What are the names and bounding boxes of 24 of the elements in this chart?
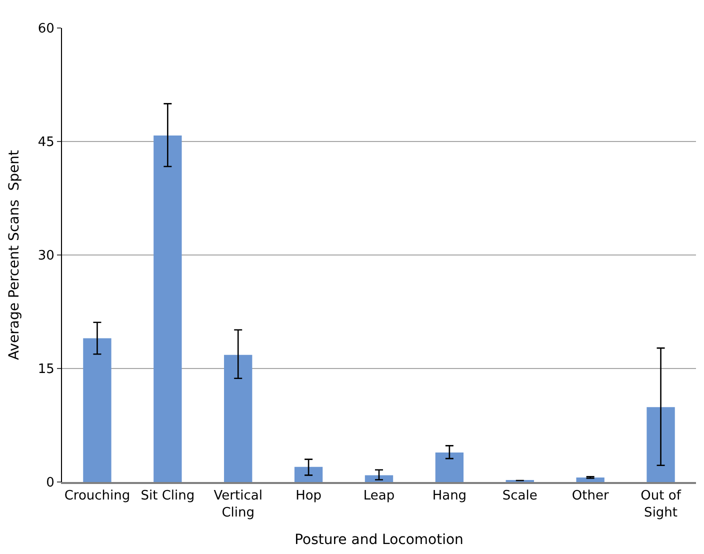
x-tick-label: Out of Sight: [640, 488, 682, 520]
x-tick-label: Hop: [296, 488, 322, 504]
x-tick-label: Leap: [363, 488, 395, 504]
bar: [294, 466, 323, 482]
y-tick-label: 0: [46, 476, 54, 491]
x-tick-label: Other: [572, 488, 610, 504]
bar: [224, 354, 252, 482]
y-axis-title: Average Percent Scans Spent: [6, 149, 22, 360]
x-tick-label: Crouching: [64, 488, 130, 504]
x-tick-label: Sit Cling: [140, 488, 195, 504]
y-tick-label: 45: [38, 135, 54, 150]
bar: [646, 407, 675, 482]
bar: [364, 475, 394, 482]
x-tick-label: Vertical Cling: [214, 488, 262, 520]
x-tick-label: Scale: [502, 488, 538, 504]
bar: [154, 135, 182, 482]
x-tick-label: Hang: [432, 488, 467, 504]
bar: [435, 452, 464, 482]
y-tick-label: 15: [38, 362, 54, 378]
y-tick-label: 60: [38, 22, 54, 37]
bar: [576, 477, 604, 482]
x-axis-title: Posture and Locomotion: [294, 532, 464, 548]
y-tick-label: 30: [38, 248, 54, 264]
bar: [83, 338, 112, 482]
